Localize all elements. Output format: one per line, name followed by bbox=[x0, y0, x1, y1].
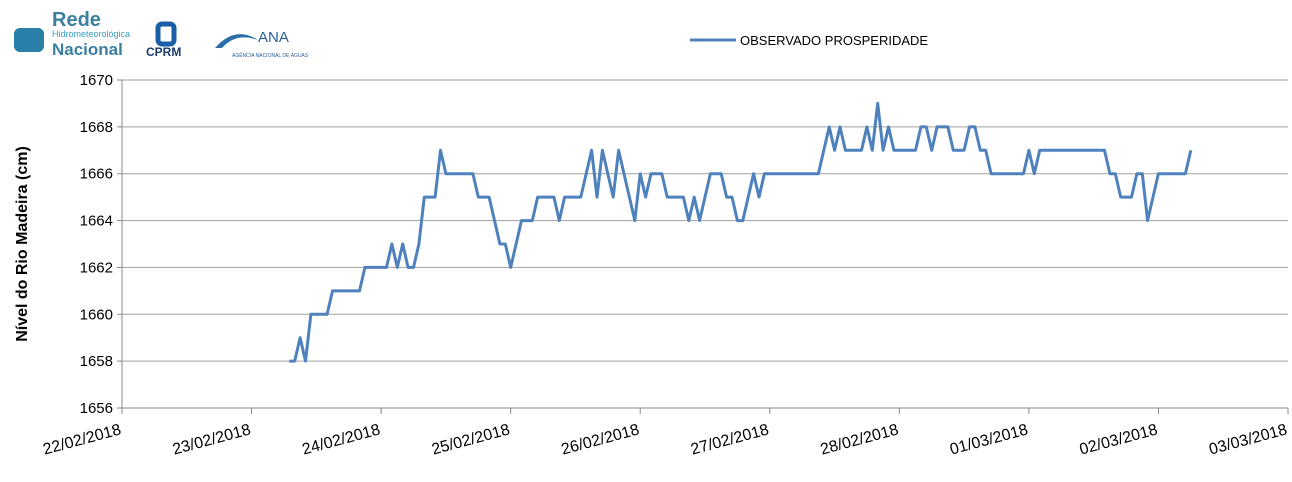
rede-logo-icon bbox=[14, 28, 44, 52]
y-tick-label: 1670 bbox=[80, 72, 113, 89]
x-tick-label: 28/02/2018 bbox=[819, 421, 901, 458]
ana-logo-icon bbox=[215, 34, 258, 48]
rede-logo: Rede bbox=[52, 9, 101, 31]
y-tick-label: 1664 bbox=[80, 213, 113, 230]
y-tick-label: 1660 bbox=[80, 306, 113, 323]
rede-logo-nacional: Nacional bbox=[52, 40, 123, 59]
x-tick-label: 27/02/2018 bbox=[689, 421, 771, 458]
x-tick-label: 26/02/2018 bbox=[560, 421, 642, 458]
cprm-logo: CPRM bbox=[146, 45, 181, 59]
y-tick-label: 1668 bbox=[80, 119, 113, 136]
ana-logo: ANA bbox=[258, 29, 289, 46]
y-axis-title: Nível do Rio Madeira (cm) bbox=[14, 146, 31, 342]
x-tick-label: 24/02/2018 bbox=[300, 421, 382, 458]
x-tick-label: 01/03/2018 bbox=[948, 421, 1030, 458]
y-tick-label: 1666 bbox=[80, 166, 113, 183]
x-tick-label: 23/02/2018 bbox=[171, 421, 253, 458]
rede-logo-sub: Hidrometeorológica bbox=[52, 29, 130, 39]
ana-logo-sub: AGÊNCIA NACIONAL DE ÁGUAS bbox=[232, 51, 309, 59]
y-tick-label: 1656 bbox=[80, 400, 113, 417]
y-tick-label: 1662 bbox=[80, 259, 113, 276]
x-tick-label: 02/03/2018 bbox=[1078, 421, 1160, 458]
x-tick-label: 22/02/2018 bbox=[41, 421, 123, 458]
x-tick-label: 25/02/2018 bbox=[430, 421, 512, 458]
x-tick-label: 03/03/2018 bbox=[1207, 421, 1289, 458]
data-line bbox=[289, 101, 1193, 363]
legend-label: OBSERVADO PROSPERIDADE bbox=[740, 33, 928, 48]
y-tick-label: 1658 bbox=[80, 353, 113, 370]
cprm-logo-icon bbox=[155, 21, 177, 47]
